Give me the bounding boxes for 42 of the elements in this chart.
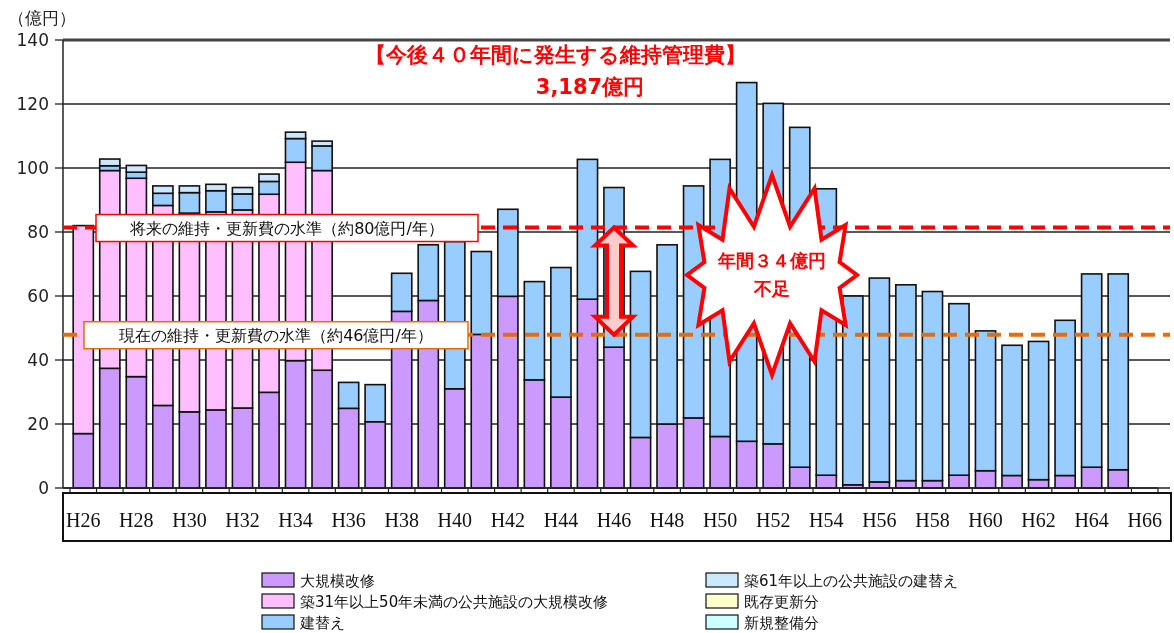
x-tick-label: H28 (119, 509, 154, 531)
x-tick-label: H56 (862, 509, 897, 531)
x-tick-label: H62 (1021, 509, 1056, 531)
y-tick-label: 80 (27, 222, 49, 242)
x-tick-label: H32 (225, 509, 260, 531)
annotation: 年間３４億円 (717, 250, 826, 271)
x-tick-label: H46 (596, 509, 632, 531)
x-tick-label: H42 (490, 509, 526, 531)
legend-label: 築31年以上50年未満の公共施設の大規模改修 (300, 593, 609, 611)
text: 3,187億円 (535, 75, 645, 99)
x-tick-label: H40 (437, 509, 473, 531)
y-axis-title: （億円） (8, 8, 76, 28)
y-tick-label: 140 (16, 30, 49, 50)
y-tick-label: 60 (27, 286, 49, 306)
legend-label: 建替え (299, 614, 345, 632)
x-tick-label: H34 (278, 509, 313, 531)
legend-label: 新規整備分 (744, 614, 819, 632)
x-tick-label: H26 (66, 509, 101, 531)
x-tick-label: H36 (331, 509, 366, 531)
y-tick-label: 0 (38, 478, 49, 498)
x-tick-label: H44 (543, 509, 579, 531)
x-tick-label: H48 (649, 509, 685, 531)
chart-title: 【今後４０年間に発生する維持管理費】 (364, 43, 746, 67)
ref-line-label: 現在の維持・更新費の水準（約46億円/年） (119, 325, 433, 345)
legend-label: 大規模改修 (300, 572, 375, 590)
ref-line-label: 将来の維持・更新費の水準（約80億円/年） (129, 218, 444, 238)
legend-label: 築61年以上の公共施設の建替え (744, 572, 959, 590)
y-tick-label: 120 (16, 94, 49, 114)
y-tick-label: 40 (27, 350, 49, 370)
x-tick-label: H60 (968, 509, 1003, 531)
y-tick-label: 20 (27, 414, 49, 434)
annotation: 不足 (753, 278, 790, 299)
x-tick-label: H66 (1127, 509, 1162, 531)
x-tick-label: H64 (1074, 509, 1109, 531)
x-tick-label: H54 (809, 509, 844, 531)
x-tick-label: H58 (915, 509, 950, 531)
x-tick-label: H30 (172, 509, 207, 531)
y-tick-label: 100 (16, 158, 49, 178)
x-tick-label: H38 (384, 509, 419, 531)
x-tick-label: H50 (702, 509, 738, 531)
legend-label: 既存更新分 (744, 593, 819, 611)
x-tick-label: H52 (755, 509, 791, 531)
